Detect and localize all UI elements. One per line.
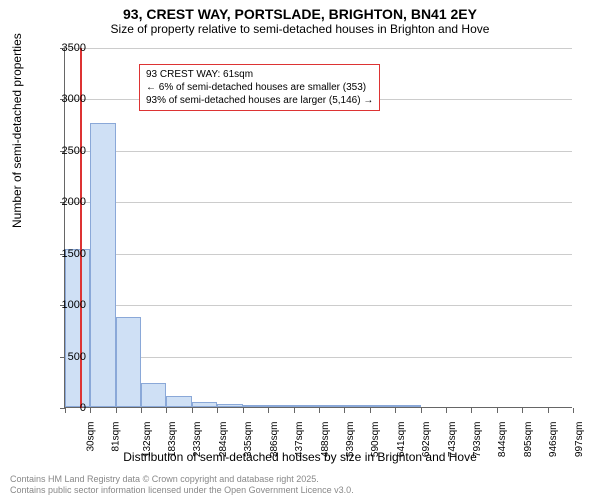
histogram-bar xyxy=(370,405,395,407)
x-tick-mark xyxy=(268,408,269,413)
y-tick-label: 500 xyxy=(42,351,86,363)
histogram-bar xyxy=(90,123,115,407)
histogram-bar xyxy=(294,405,319,407)
info-box: 93 CREST WAY: 61sqm← 6% of semi-detached… xyxy=(139,64,380,111)
histogram-bar xyxy=(116,317,141,408)
y-tick-label: 0 xyxy=(42,402,86,414)
x-tick-mark xyxy=(319,408,320,413)
histogram-bar xyxy=(192,402,217,407)
x-tick-mark xyxy=(294,408,295,413)
x-tick-mark xyxy=(344,408,345,413)
x-tick-label: 488sqm xyxy=(320,422,331,458)
x-tick-label: 132sqm xyxy=(142,422,153,458)
gridline xyxy=(65,305,572,306)
x-tick-label: 284sqm xyxy=(218,422,229,458)
x-tick-label: 946sqm xyxy=(548,422,559,458)
histogram-bar xyxy=(319,405,344,407)
x-tick-label: 437sqm xyxy=(294,422,305,458)
x-tick-label: 692sqm xyxy=(421,422,432,458)
x-tick-mark xyxy=(522,408,523,413)
x-tick-label: 997sqm xyxy=(574,422,585,458)
x-tick-mark xyxy=(166,408,167,413)
x-tick-mark xyxy=(421,408,422,413)
info-box-line: 93% of semi-detached houses are larger (… xyxy=(146,94,373,107)
x-tick-label: 183sqm xyxy=(167,422,178,458)
x-tick-mark xyxy=(497,408,498,413)
y-tick-label: 1000 xyxy=(42,299,86,311)
x-tick-label: 30sqm xyxy=(86,422,97,452)
x-tick-mark xyxy=(548,408,549,413)
y-tick-label: 2500 xyxy=(42,145,86,157)
y-tick-label: 1500 xyxy=(42,248,86,260)
histogram-bar xyxy=(166,396,191,407)
x-tick-mark xyxy=(370,408,371,413)
chart-footer: Contains HM Land Registry data © Crown c… xyxy=(10,474,354,496)
footer-line-1: Contains HM Land Registry data © Crown c… xyxy=(10,474,354,485)
x-tick-mark xyxy=(471,408,472,413)
info-box-line: 93 CREST WAY: 61sqm xyxy=(146,68,373,81)
x-tick-label: 335sqm xyxy=(243,422,254,458)
histogram-bar xyxy=(65,249,90,407)
x-tick-label: 793sqm xyxy=(472,422,483,458)
chart-subtitle: Size of property relative to semi-detach… xyxy=(0,22,600,40)
gridline xyxy=(65,202,572,203)
x-tick-label: 743sqm xyxy=(447,422,458,458)
chart-area: 93 CREST WAY: 61sqm← 6% of semi-detached… xyxy=(64,48,572,408)
y-tick-label: 2000 xyxy=(42,196,86,208)
x-tick-mark xyxy=(395,408,396,413)
x-tick-label: 844sqm xyxy=(497,422,508,458)
x-tick-mark xyxy=(116,408,117,413)
x-tick-mark xyxy=(141,408,142,413)
histogram-bar xyxy=(268,405,293,407)
x-tick-mark xyxy=(446,408,447,413)
histogram-bar xyxy=(141,383,166,407)
info-box-line: ← 6% of semi-detached houses are smaller… xyxy=(146,81,373,94)
x-tick-label: 590sqm xyxy=(371,422,382,458)
x-tick-label: 895sqm xyxy=(523,422,534,458)
x-tick-mark xyxy=(217,408,218,413)
x-tick-mark xyxy=(573,408,574,413)
x-tick-mark xyxy=(192,408,193,413)
histogram-bar xyxy=(217,404,242,407)
footer-line-2: Contains public sector information licen… xyxy=(10,485,354,496)
histogram-bar xyxy=(395,405,420,407)
x-tick-mark xyxy=(90,408,91,413)
y-axis-label: Number of semi-detached properties xyxy=(10,33,24,228)
histogram-bar xyxy=(243,405,268,407)
plot-region: 93 CREST WAY: 61sqm← 6% of semi-detached… xyxy=(64,48,572,408)
y-tick-label: 3000 xyxy=(42,93,86,105)
gridline xyxy=(65,151,572,152)
y-tick-label: 3500 xyxy=(42,42,86,54)
x-tick-mark xyxy=(243,408,244,413)
chart-container: 93, CREST WAY, PORTSLADE, BRIGHTON, BN41… xyxy=(0,0,600,500)
chart-title: 93, CREST WAY, PORTSLADE, BRIGHTON, BN41… xyxy=(0,0,600,22)
gridline xyxy=(65,254,572,255)
x-tick-label: 641sqm xyxy=(396,422,407,458)
x-tick-label: 539sqm xyxy=(345,422,356,458)
x-tick-label: 386sqm xyxy=(269,422,280,458)
x-tick-label: 81sqm xyxy=(111,422,122,452)
gridline xyxy=(65,48,572,49)
histogram-bar xyxy=(344,405,369,407)
x-tick-label: 233sqm xyxy=(192,422,203,458)
